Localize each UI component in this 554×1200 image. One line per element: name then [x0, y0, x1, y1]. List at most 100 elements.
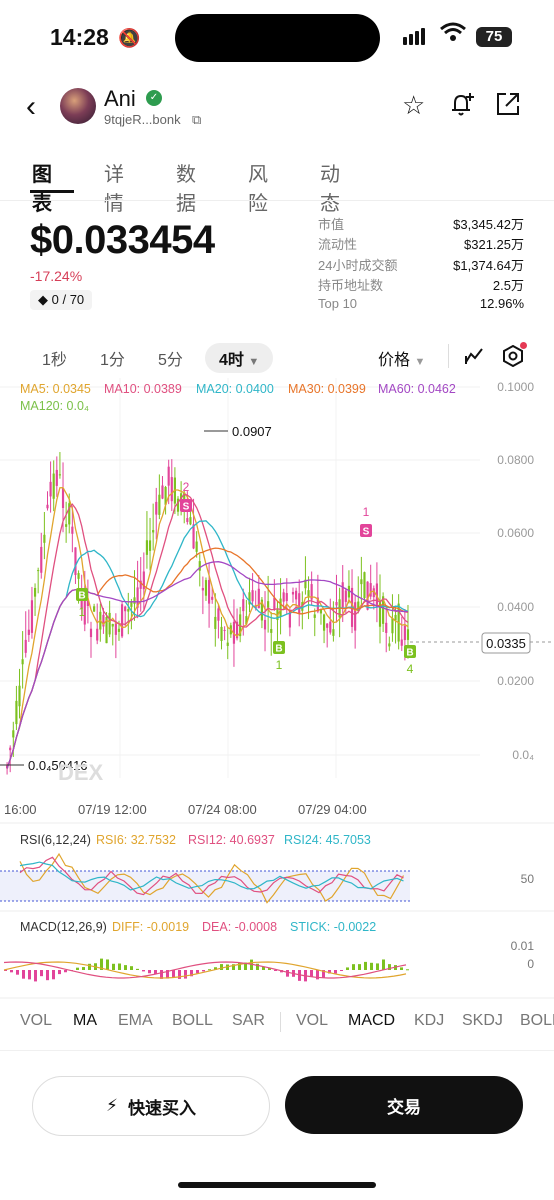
candle-body — [394, 614, 397, 621]
ind-tab-vol[interactable]: VOL — [20, 1012, 53, 1029]
macd-bar — [334, 970, 337, 974]
token-name: Ani — [104, 86, 136, 111]
candle-body — [285, 593, 288, 602]
macd-line — [3, 961, 407, 979]
macd-stick-value: STICK: -0.0022 — [290, 920, 376, 934]
interval-5m[interactable]: 5分 — [158, 352, 183, 369]
stat-row: 持币地址数 2.5万 — [318, 275, 524, 295]
macd-bar — [160, 970, 163, 979]
favorite-star-icon[interactable]: ☆ — [402, 90, 426, 120]
cellular-signal-icon — [403, 27, 427, 45]
tab-chart[interactable]: 图表 — [32, 164, 52, 215]
candle-body — [108, 612, 111, 635]
candle-body — [270, 629, 273, 633]
current-price: $0.033454 — [30, 218, 215, 262]
macd-bar — [298, 970, 301, 981]
ind-tab-boll[interactable]: BOLL — [172, 1012, 213, 1029]
macd-bar — [322, 970, 325, 978]
macd-bar — [328, 970, 331, 974]
dynamic-island — [175, 14, 380, 62]
trade-marker-letter: S — [363, 527, 370, 538]
tab-details[interactable]: 详情 — [104, 164, 124, 215]
macd-bar — [88, 963, 91, 970]
macd-bar — [112, 963, 115, 970]
candle-body — [74, 547, 77, 575]
candle-body — [86, 600, 89, 606]
stat-label: 持币地址数 — [318, 278, 384, 294]
macd-axis-label: 0 — [527, 957, 534, 971]
ind-tab-vol-sub[interactable]: VOL — [296, 1012, 329, 1029]
candle-body — [223, 629, 226, 631]
candle-body — [130, 602, 133, 607]
tab-data[interactable]: 数据 — [176, 164, 196, 215]
macd-bar — [220, 964, 223, 970]
divider — [0, 1050, 554, 1051]
candle-body — [226, 642, 229, 646]
candle-body — [400, 639, 403, 646]
ind-tab-sar[interactable]: SAR — [232, 1012, 265, 1029]
ind-tab-ema[interactable]: EMA — [118, 1012, 153, 1029]
trade-marker-letter: S — [183, 502, 190, 513]
trade-button[interactable]: 交易 — [285, 1076, 523, 1134]
tab-activity[interactable]: 动态 — [320, 164, 340, 215]
candle-body — [369, 583, 372, 597]
ma-legend-item: MA120: 0.0₄ — [20, 399, 89, 413]
candle-body — [310, 584, 313, 600]
candle-body — [164, 486, 167, 505]
candle-body — [114, 623, 117, 635]
candle-body — [388, 643, 391, 647]
candle-body — [267, 601, 270, 608]
candle-body — [214, 616, 217, 629]
macd-bar — [82, 967, 85, 970]
share-icon[interactable] — [494, 90, 522, 125]
candle-body — [254, 605, 257, 609]
candle-body — [68, 503, 71, 525]
trade-marker-number: 2 — [183, 480, 190, 494]
macd-bar — [214, 967, 217, 970]
indicator-icon[interactable] — [464, 346, 484, 371]
rsi-line — [19, 861, 404, 891]
macd-bar — [4, 970, 7, 971]
tab-risk[interactable]: 风险 — [248, 164, 268, 215]
verified-badge-icon: ✓ — [146, 90, 162, 106]
chart-settings-icon[interactable] — [502, 344, 524, 372]
interval-1m[interactable]: 1分 — [100, 352, 125, 369]
macd-axis-label: 0.01 — [511, 939, 535, 953]
interval-1s[interactable]: 1秒 — [42, 352, 67, 369]
interval-4h[interactable]: 4时 ▼ — [205, 343, 274, 373]
stat-row: Top 10 12.96% — [318, 296, 524, 316]
candle-body — [158, 494, 161, 515]
candle-body — [21, 659, 24, 665]
macd-bar — [10, 970, 13, 973]
macd-bar — [238, 962, 241, 970]
diamond-icon: ◆ — [38, 292, 48, 307]
macd-bar — [274, 970, 277, 971]
macd-bar — [244, 962, 247, 970]
stat-row: 市值 $3,345.42万 — [318, 214, 524, 234]
trade-marker-number: 1 — [276, 658, 283, 672]
back-button[interactable]: ‹ — [26, 90, 36, 123]
ind-tab-skdj[interactable]: SKDJ — [462, 1012, 503, 1029]
candle-body — [46, 504, 49, 509]
trade-marker-letter: B — [406, 648, 413, 659]
ma-line — [6, 561, 409, 769]
ind-tab-kdj[interactable]: KDJ — [414, 1012, 445, 1029]
ind-tab-boll-sub[interactable]: BOLL — [520, 1012, 554, 1029]
price-change: -17.24% — [30, 268, 83, 284]
ind-tab-ma[interactable]: MA — [73, 1012, 97, 1029]
price-alert-bell-icon[interactable] — [448, 90, 476, 125]
price-type-dropdown[interactable]: 价格 ▼ — [378, 346, 425, 370]
macd-bar — [262, 966, 265, 970]
stat-label: 24小时成交额 — [318, 257, 398, 273]
candle-body — [354, 602, 357, 631]
ma-legend-item: MA30: 0.0399 — [288, 382, 366, 396]
ind-tab-macd[interactable]: MACD — [348, 1012, 396, 1029]
home-indicator — [178, 1182, 376, 1188]
macd-bar — [256, 963, 259, 970]
candle-body — [279, 598, 282, 617]
quick-buy-button[interactable]: ⚡ 快速买入 — [32, 1076, 270, 1136]
copy-icon[interactable]: ⧉ — [192, 112, 202, 127]
candle-body — [136, 587, 139, 608]
candlestick-chart[interactable]: MA5: 0.0345 MA10: 0.0389 MA20: 0.0400 MA30:… — [0, 378, 554, 1002]
trade-marker — [273, 641, 285, 654]
